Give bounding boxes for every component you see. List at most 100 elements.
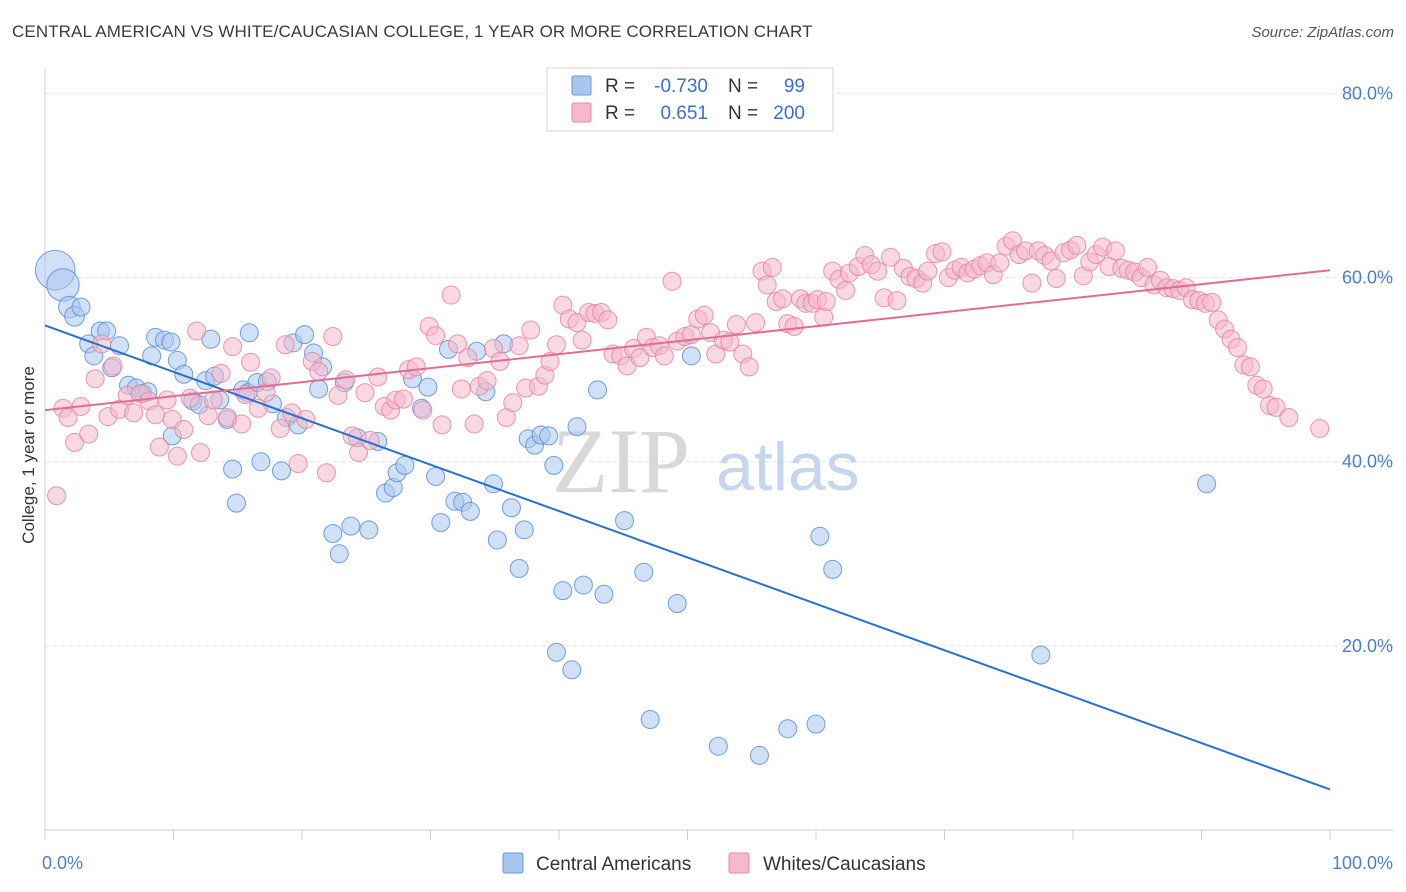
legend-r-value-white: 0.651	[660, 103, 708, 124]
point-0-18	[161, 332, 181, 352]
trend-line-whites-caucasians	[44, 269, 1331, 412]
chart-title: CENTRAL AMERICAN VS WHITE/CAUCASIAN COLL…	[12, 22, 813, 41]
point-1-36	[275, 335, 295, 355]
legend-r-label-central: R =	[605, 76, 635, 97]
legend-swatch-white	[571, 102, 592, 123]
point-1-28	[223, 337, 243, 357]
point-1-122	[816, 292, 836, 311]
point-0-92	[749, 745, 769, 765]
point-1-67	[477, 371, 497, 391]
point-1-60	[432, 415, 452, 435]
point-0-25	[201, 329, 221, 349]
point-1-109	[746, 313, 766, 333]
point-0-78	[544, 455, 564, 475]
point-1-86	[598, 310, 618, 330]
point-1-50	[368, 367, 388, 387]
point-1-9	[103, 356, 123, 376]
point-1-47	[349, 443, 369, 462]
data-points	[34, 231, 1330, 765]
point-1-12	[124, 403, 144, 423]
y-axis-title: College, 1 year or more	[19, 366, 38, 544]
point-1-41	[309, 361, 329, 381]
point-1-158	[1046, 268, 1066, 288]
point-1-186	[1227, 338, 1247, 358]
point-1-0	[47, 486, 67, 506]
point-1-34	[261, 368, 281, 388]
point-1-42	[316, 463, 336, 483]
point-0-47	[329, 544, 349, 564]
watermark: ZIP atlas	[552, 410, 860, 512]
point-0-90	[681, 346, 701, 366]
point-0-91	[708, 736, 728, 756]
y-tick-label-80: 80.0%	[1342, 83, 1393, 103]
point-1-190	[1253, 379, 1273, 399]
point-0-65	[460, 501, 480, 521]
point-1-101	[694, 305, 714, 325]
point-0-4	[71, 297, 91, 317]
trend-lines	[44, 269, 1331, 791]
point-0-1	[46, 268, 80, 302]
legend-n-value-white: 200	[773, 103, 805, 124]
point-0-29	[223, 459, 243, 479]
point-1-26	[211, 363, 231, 383]
point-1-154	[1022, 273, 1042, 293]
point-0-88	[640, 710, 660, 730]
legend-swatch-central	[571, 75, 592, 96]
x-tick-label-max: 100.0%	[1332, 853, 1393, 873]
point-1-62	[447, 334, 467, 354]
point-0-42	[295, 325, 315, 345]
bottom-legend-label-central: Central Americans	[536, 854, 691, 875]
bottom-legend-swatch-white	[728, 852, 750, 874]
point-1-74	[521, 320, 541, 340]
point-1-5	[79, 424, 99, 444]
point-0-21	[174, 364, 194, 384]
point-1-63	[451, 379, 471, 399]
point-1-112	[762, 257, 782, 277]
point-1-95	[654, 346, 674, 366]
point-1-31	[241, 352, 261, 372]
point-0-89	[667, 594, 687, 613]
point-1-20	[174, 419, 194, 439]
point-1-77	[540, 351, 560, 371]
point-1-29	[232, 414, 252, 434]
point-1-116	[784, 316, 804, 336]
point-1-15	[146, 405, 166, 425]
point-1-105	[720, 332, 740, 352]
point-1-72	[509, 336, 529, 356]
point-1-23	[190, 443, 210, 462]
point-0-81	[562, 660, 582, 680]
point-1-96	[662, 271, 682, 291]
point-0-61	[431, 512, 451, 532]
point-1-194	[1310, 419, 1330, 439]
legend-r-value-central: -0.730	[654, 76, 708, 97]
point-1-35	[270, 419, 290, 439]
point-1-48	[355, 383, 375, 403]
point-1-161	[1067, 235, 1087, 255]
point-1-130	[868, 261, 888, 281]
point-0-69	[487, 530, 507, 550]
point-1-125	[836, 280, 856, 300]
point-0-60	[426, 466, 446, 486]
point-1-65	[464, 414, 484, 434]
point-1-54	[394, 389, 414, 409]
point-1-82	[572, 330, 592, 350]
point-1-61	[441, 285, 461, 305]
point-0-94	[806, 714, 826, 734]
series-whites-caucasians	[47, 231, 1330, 506]
point-0-77	[539, 426, 559, 446]
point-1-57	[413, 400, 433, 420]
point-0-30	[226, 493, 246, 513]
point-1-111	[757, 275, 777, 295]
point-1-45	[336, 370, 356, 390]
point-1-192	[1266, 397, 1286, 417]
point-1-22	[187, 321, 207, 341]
point-0-86	[615, 511, 635, 531]
point-0-38	[271, 461, 291, 481]
axes	[44, 68, 1393, 831]
point-0-80	[553, 581, 573, 601]
point-0-96	[823, 559, 843, 579]
bottom-legend-swatch-central	[502, 852, 524, 874]
point-0-98	[1197, 474, 1217, 494]
legend-n-label-central: N =	[728, 76, 758, 97]
point-0-72	[509, 559, 529, 579]
